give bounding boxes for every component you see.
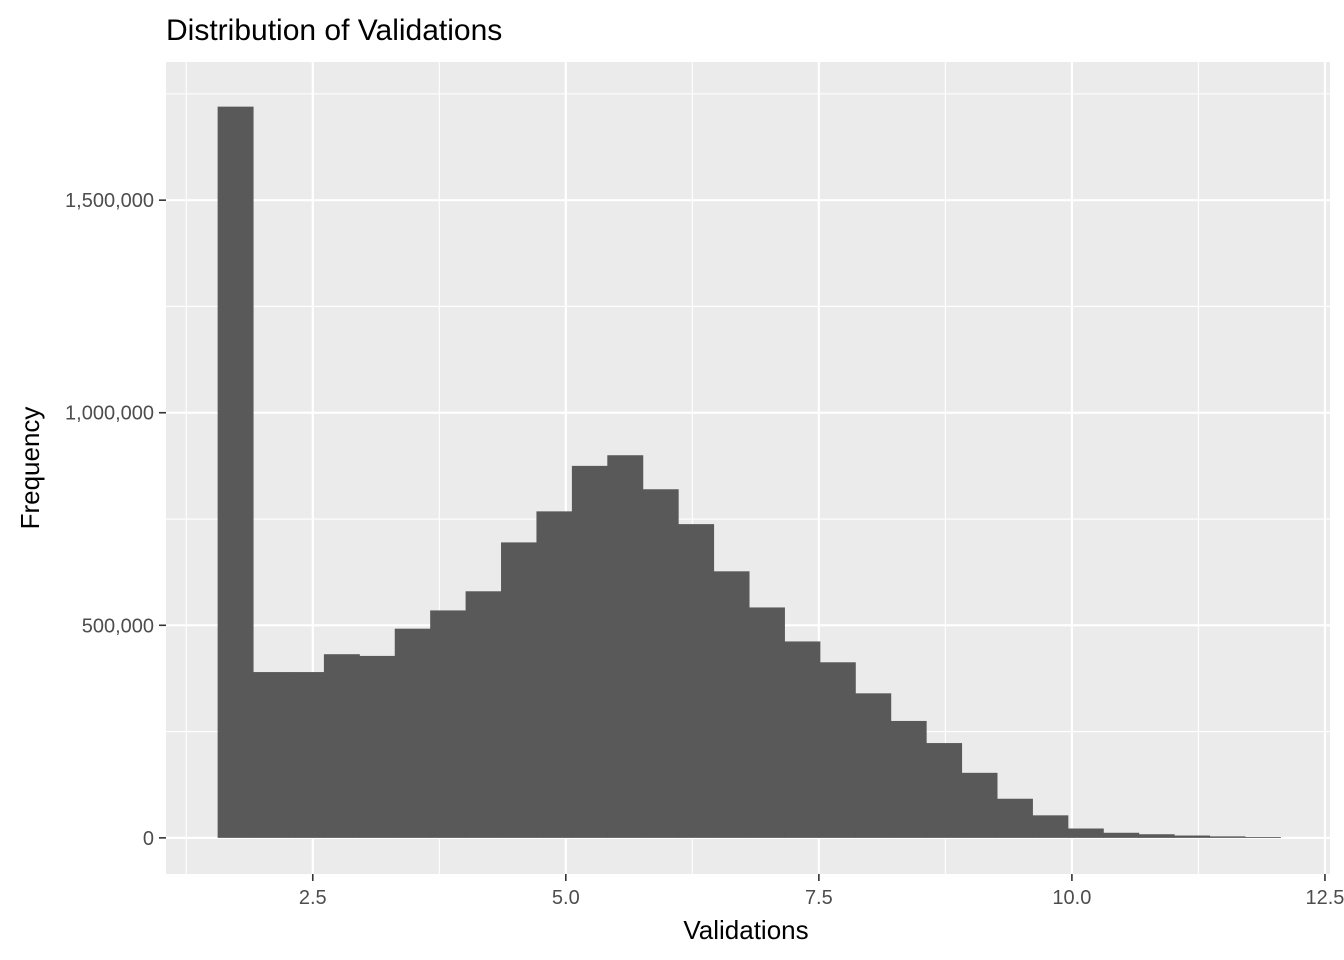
histogram-bar (713, 571, 750, 838)
histogram-bar (1209, 836, 1246, 838)
histogram-bar (1174, 835, 1211, 838)
histogram-bar (961, 772, 998, 838)
histogram-bar (501, 542, 537, 838)
histogram-bar (253, 672, 289, 838)
histogram-bar (855, 693, 892, 838)
histogram-bar (607, 455, 644, 838)
x-tick-label: 12.5 (1305, 887, 1344, 909)
histogram-bar (642, 489, 679, 838)
histogram-bar (1244, 837, 1281, 838)
chart-title: Distribution of Validations (166, 14, 502, 47)
x-tick-label: 2.5 (299, 887, 327, 909)
histogram-bar (288, 672, 325, 838)
histogram-bar (571, 465, 608, 838)
histogram-bar (465, 591, 502, 838)
y-axis-title: Frequency (15, 407, 45, 530)
x-tick-label: 7.5 (805, 887, 833, 909)
histogram-bar (890, 720, 927, 838)
histogram-bar (784, 641, 821, 838)
histogram-bar (536, 511, 573, 838)
x-axis: 2.5 5.0 7.5 10.0 12.5 (299, 874, 1344, 909)
histogram-bar (1067, 828, 1104, 838)
y-tick-label: 500,000 (82, 615, 154, 637)
x-tick-label: 10.0 (1052, 887, 1091, 909)
histogram-bar (217, 106, 254, 838)
histogram-bar (926, 743, 963, 838)
histogram-bar (749, 607, 785, 838)
histogram-bar (1103, 832, 1140, 838)
y-tick-label: 1,000,000 (65, 403, 154, 425)
y-tick-label: 0 (143, 828, 154, 850)
histogram-bar (996, 798, 1033, 838)
x-tick-label: 5.0 (552, 887, 580, 909)
x-axis-title: Validations (683, 915, 808, 945)
histogram-bar (394, 628, 431, 838)
histogram-bar (1138, 834, 1175, 838)
histogram-bar (359, 655, 396, 838)
histogram-bars (217, 106, 1281, 838)
histogram-bar (678, 524, 715, 838)
y-tick-label: 1,500,000 (65, 190, 154, 212)
histogram-bar (819, 662, 856, 838)
histogram-bar (430, 610, 467, 838)
histogram-bar (1032, 815, 1069, 838)
histogram-bar (323, 654, 360, 838)
y-axis: 0 500,000 1,000,000 1,500,000 (65, 190, 166, 850)
